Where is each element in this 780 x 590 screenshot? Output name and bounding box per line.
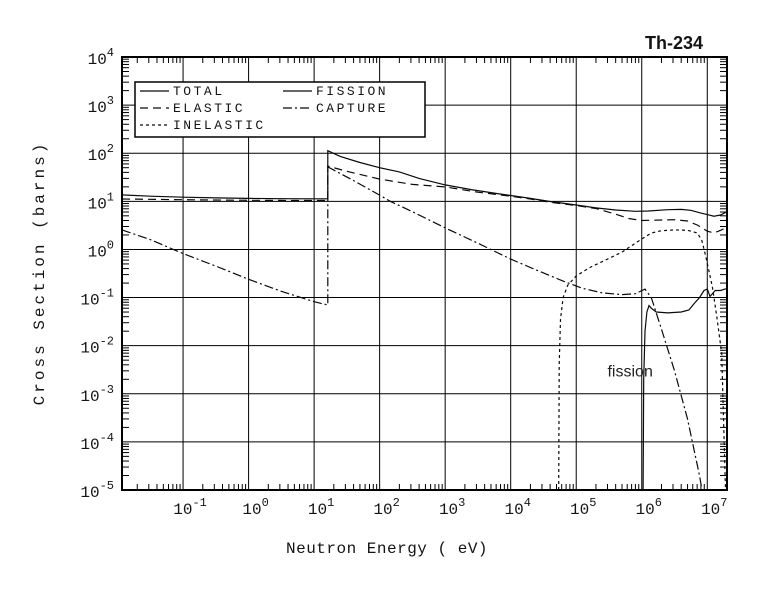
x-tick-label: 102 [373,496,399,519]
curve-elastic [122,165,727,234]
y-tick-label: 10-3 [80,383,114,406]
y-tick-label: 101 [88,190,114,213]
y-tick-labels: 104 103 102 101 100 10-1 10-2 10-3 10-4 10-5 [80,46,114,502]
legend: TOTAL ELASTIC INELASTIC FISSION CAPTURE [134,81,426,138]
y-tick-label: 102 [88,142,114,165]
y-tick-label: 103 [88,94,114,117]
curve-total [122,149,727,217]
x-tick-label: 107 [701,496,727,519]
curve-capture [122,165,703,490]
x-tick-label: 104 [504,496,530,519]
y-tick-label: 10-4 [80,431,114,454]
chart-title: Th-234 [645,33,703,53]
curve-inelastic [558,229,727,490]
x-tick-label: 10-1 [173,496,207,519]
y-tick-label: 10-2 [80,335,114,358]
legend-label-capture: CAPTURE [316,101,388,116]
x-tick-label: 101 [308,496,334,519]
x-tick-label: 103 [439,496,465,519]
legend-label-total: TOTAL [173,84,225,99]
legend-label-elastic: ELASTIC [173,101,245,116]
legend-box [134,81,426,138]
x-tick-labels: 10-1 100 101 102 103 104 105 106 107 [173,496,727,519]
y-tick-label: 100 [88,238,114,261]
fission-annotation: fission [607,363,652,380]
y-tick-label: 10-1 [80,287,114,310]
x-tick-label: 105 [570,496,596,519]
y-axis-title: Cross Section (barns) [31,141,49,406]
x-axis-title: Neutron Energy ( eV) [286,540,488,558]
y-tick-label: 10-5 [80,479,114,502]
legend-label-fission: FISSION [316,84,388,99]
y-tick-label: 104 [88,46,114,69]
curves-layer [122,149,727,490]
plot-frame [121,56,728,491]
legend-label-inelastic: INELASTIC [173,118,266,133]
x-tick-label: 106 [636,496,662,519]
curve-fission [642,287,727,490]
x-tick-label: 100 [242,496,268,519]
